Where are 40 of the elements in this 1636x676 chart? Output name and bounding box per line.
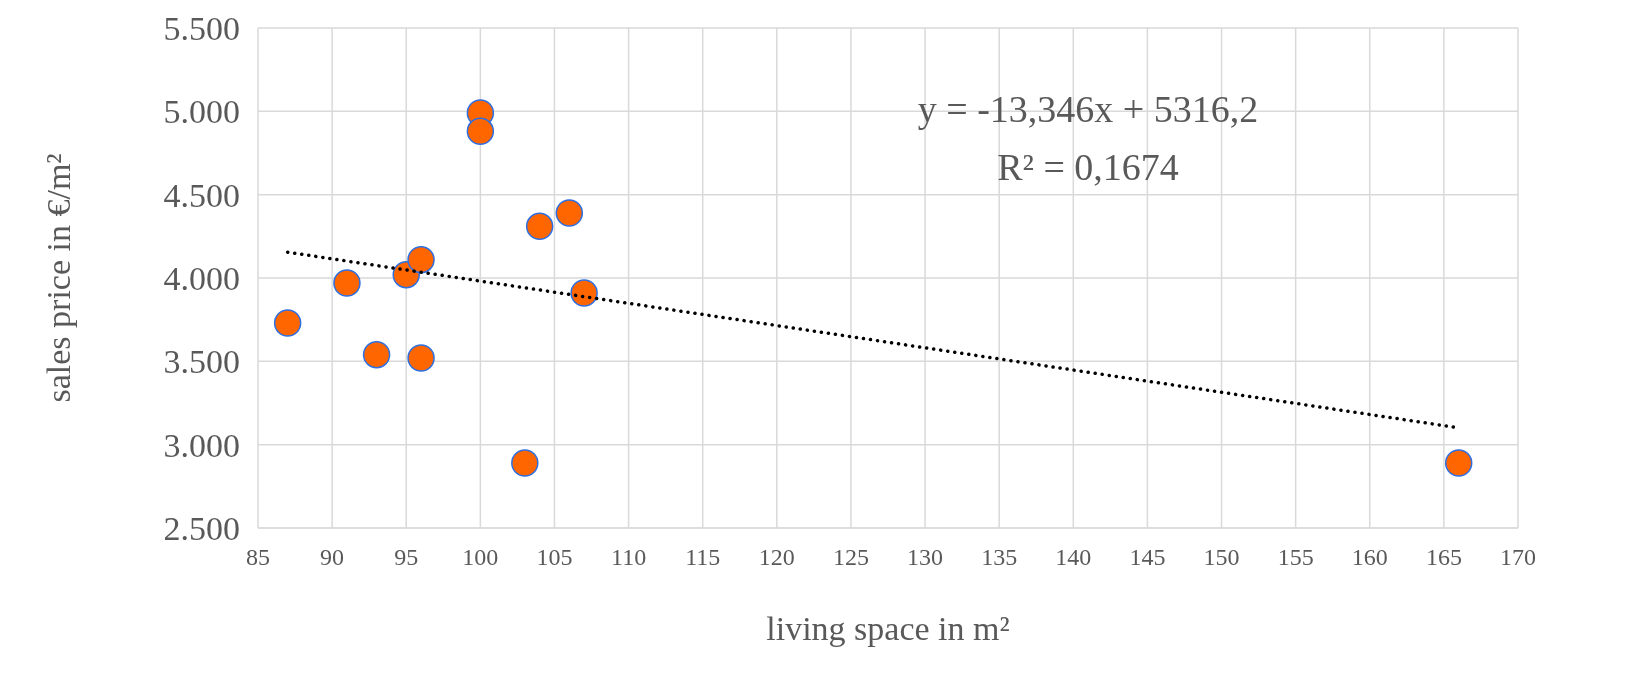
point	[466, 117, 495, 146]
x-tick-label: 125	[832, 544, 869, 571]
x-axis-title: living space in m²	[766, 610, 1010, 647]
x-tick-label: 95	[394, 544, 419, 571]
point	[1444, 449, 1473, 477]
x-tick-label: 100	[462, 544, 499, 571]
x-tick-label: 105	[536, 544, 573, 571]
x-tick-label: 85	[246, 544, 270, 571]
point	[525, 212, 554, 241]
point	[511, 449, 539, 477]
x-tick-label: 130	[907, 544, 944, 571]
y-tick-label: 4.000	[163, 260, 240, 298]
x-tick-label: 110	[611, 544, 647, 571]
x-tick-label: 145	[1129, 544, 1166, 571]
x-tick-label: 115	[685, 544, 721, 571]
point	[407, 344, 435, 372]
x-tick-label: 160	[1351, 544, 1388, 571]
x-tick-label: 170	[1500, 544, 1536, 571]
x-tick-label: 140	[1055, 544, 1092, 571]
x-tick-label: 90	[320, 544, 345, 571]
y-tick-label: 5.000	[163, 93, 240, 131]
x-tick-label: 155	[1277, 544, 1314, 571]
y-tick-label: 4.500	[163, 176, 240, 214]
annotation: y = -13,346x + 5316,2	[916, 87, 1260, 132]
y-tick-label: 5.500	[163, 10, 240, 48]
y-axis-title: sales price in €/m²	[40, 153, 78, 403]
x-tick-label: 150	[1203, 544, 1240, 571]
x-tick-label: 120	[758, 544, 795, 571]
point	[407, 245, 435, 274]
y-tick-label: 2.500	[163, 510, 240, 548]
point	[333, 269, 361, 297]
annotation: R² = 0,1674	[996, 145, 1180, 190]
x-tick-label: 135	[981, 544, 1018, 571]
point	[570, 279, 598, 307]
y-tick-label: 3.000	[163, 426, 240, 464]
point	[362, 340, 391, 369]
y-tick-label: 3.500	[163, 343, 240, 381]
point	[555, 199, 584, 227]
x-tick-label: 165	[1425, 544, 1462, 571]
point	[273, 309, 302, 337]
